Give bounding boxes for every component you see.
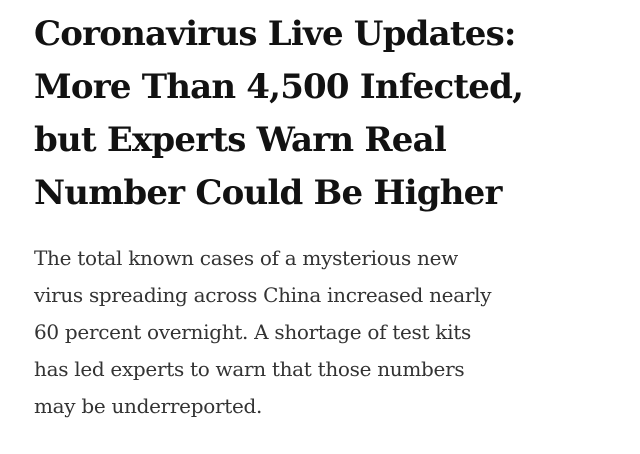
headline[interactable]: Coronavirus Live Updates: More Than 4,50… — [34, 8, 624, 220]
summary-line: virus spreading across China increased n… — [34, 283, 492, 307]
summary-line: The total known cases of a mysterious ne… — [34, 246, 458, 270]
summary-line: may be underreported. — [34, 394, 263, 418]
headline-line: Coronavirus Live Updates: — [34, 14, 516, 54]
headline-line: More Than 4,500 Infected, — [34, 67, 524, 107]
article-summary: The total known cases of a mysterious ne… — [34, 240, 624, 425]
summary-line: 60 percent overnight. A shortage of test… — [34, 320, 471, 344]
summary-line: has led experts to warn that those numbe… — [34, 357, 465, 381]
headline-line: Number Could Be Higher — [34, 173, 502, 213]
article: Coronavirus Live Updates: More Than 4,50… — [34, 8, 624, 425]
headline-line: but Experts Warn Real — [34, 120, 447, 160]
